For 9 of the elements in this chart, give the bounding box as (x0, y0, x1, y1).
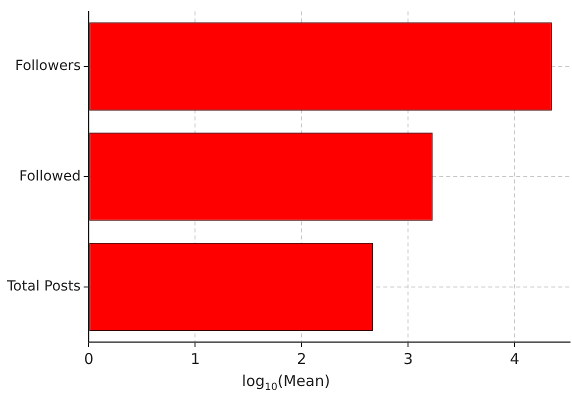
x-tick-label: 1 (190, 350, 200, 368)
x-axis-title: log$_{10}$(Mean) (240, 372, 332, 393)
x-tick-label: 3 (403, 350, 413, 368)
x-tick-label: 0 (84, 350, 94, 368)
x-tick-label: 4 (510, 350, 520, 368)
y-tick-label: Followers (15, 58, 81, 74)
y-tick-label: Total Posts (6, 278, 81, 295)
x-tick-label: 2 (296, 350, 306, 368)
y-tick-label: Followed (19, 168, 81, 184)
